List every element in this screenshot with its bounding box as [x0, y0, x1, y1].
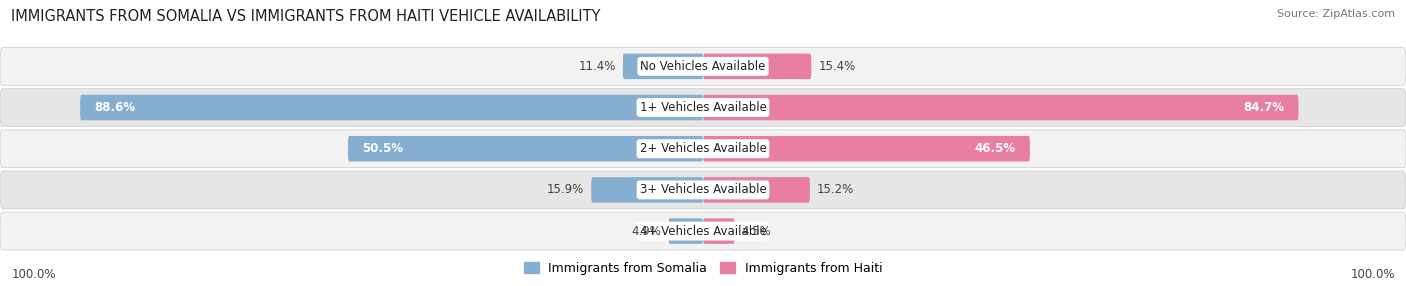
FancyBboxPatch shape	[0, 130, 1406, 168]
Text: 2+ Vehicles Available: 2+ Vehicles Available	[640, 142, 766, 155]
Text: 4.5%: 4.5%	[742, 225, 772, 238]
FancyBboxPatch shape	[703, 95, 1299, 120]
FancyBboxPatch shape	[703, 53, 811, 79]
FancyBboxPatch shape	[349, 136, 703, 162]
FancyBboxPatch shape	[623, 53, 703, 79]
FancyBboxPatch shape	[0, 89, 1406, 126]
Text: 84.7%: 84.7%	[1243, 101, 1285, 114]
FancyBboxPatch shape	[0, 212, 1406, 250]
FancyBboxPatch shape	[703, 136, 1029, 162]
Text: 4+ Vehicles Available: 4+ Vehicles Available	[640, 225, 766, 238]
Text: 100.0%: 100.0%	[1350, 268, 1395, 281]
FancyBboxPatch shape	[669, 218, 703, 244]
FancyBboxPatch shape	[703, 177, 810, 203]
Text: 46.5%: 46.5%	[974, 142, 1015, 155]
Text: 100.0%: 100.0%	[11, 268, 56, 281]
Text: 15.4%: 15.4%	[818, 60, 855, 73]
Text: 4.9%: 4.9%	[631, 225, 662, 238]
Text: 88.6%: 88.6%	[94, 101, 135, 114]
Text: 15.9%: 15.9%	[547, 183, 585, 196]
FancyBboxPatch shape	[80, 95, 703, 120]
Text: IMMIGRANTS FROM SOMALIA VS IMMIGRANTS FROM HAITI VEHICLE AVAILABILITY: IMMIGRANTS FROM SOMALIA VS IMMIGRANTS FR…	[11, 9, 600, 23]
Text: 3+ Vehicles Available: 3+ Vehicles Available	[640, 183, 766, 196]
Text: 1+ Vehicles Available: 1+ Vehicles Available	[640, 101, 766, 114]
Text: 15.2%: 15.2%	[817, 183, 853, 196]
FancyBboxPatch shape	[0, 47, 1406, 85]
Text: Source: ZipAtlas.com: Source: ZipAtlas.com	[1277, 9, 1395, 19]
Legend: Immigrants from Somalia, Immigrants from Haiti: Immigrants from Somalia, Immigrants from…	[519, 257, 887, 280]
Text: No Vehicles Available: No Vehicles Available	[640, 60, 766, 73]
Text: 11.4%: 11.4%	[578, 60, 616, 73]
FancyBboxPatch shape	[0, 171, 1406, 209]
Text: 50.5%: 50.5%	[363, 142, 404, 155]
FancyBboxPatch shape	[703, 218, 734, 244]
FancyBboxPatch shape	[591, 177, 703, 203]
